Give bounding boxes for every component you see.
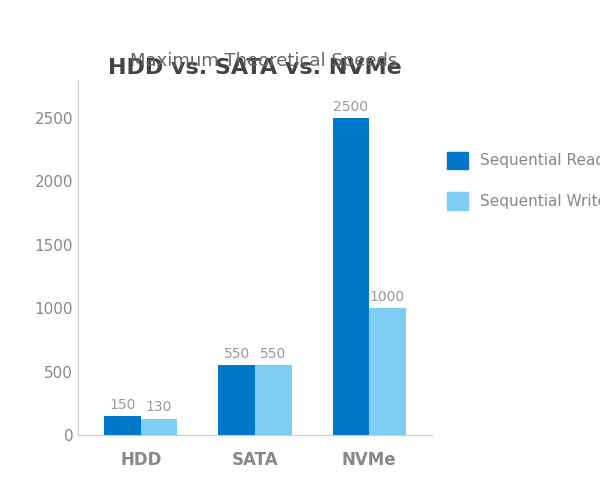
Bar — [104, 416, 141, 435]
Text: 2500: 2500 — [334, 100, 368, 114]
Bar — [369, 308, 406, 435]
Legend: Sequential Read, Sequential Write: Sequential Read, Sequential Write — [447, 152, 600, 210]
Bar — [255, 366, 292, 435]
Text: 1000: 1000 — [370, 290, 405, 304]
Text: 130: 130 — [146, 400, 172, 414]
Text: 550: 550 — [224, 347, 250, 361]
Text: 150: 150 — [109, 398, 136, 411]
Title: HDD vs. SATA vs. NVMe: HDD vs. SATA vs. NVMe — [108, 58, 402, 78]
Text: 550: 550 — [260, 347, 286, 361]
Bar — [141, 418, 178, 435]
Bar — [218, 366, 255, 435]
Text: Maximum Theoretical Speeds: Maximum Theoretical Speeds — [130, 52, 398, 70]
Bar — [332, 118, 369, 435]
